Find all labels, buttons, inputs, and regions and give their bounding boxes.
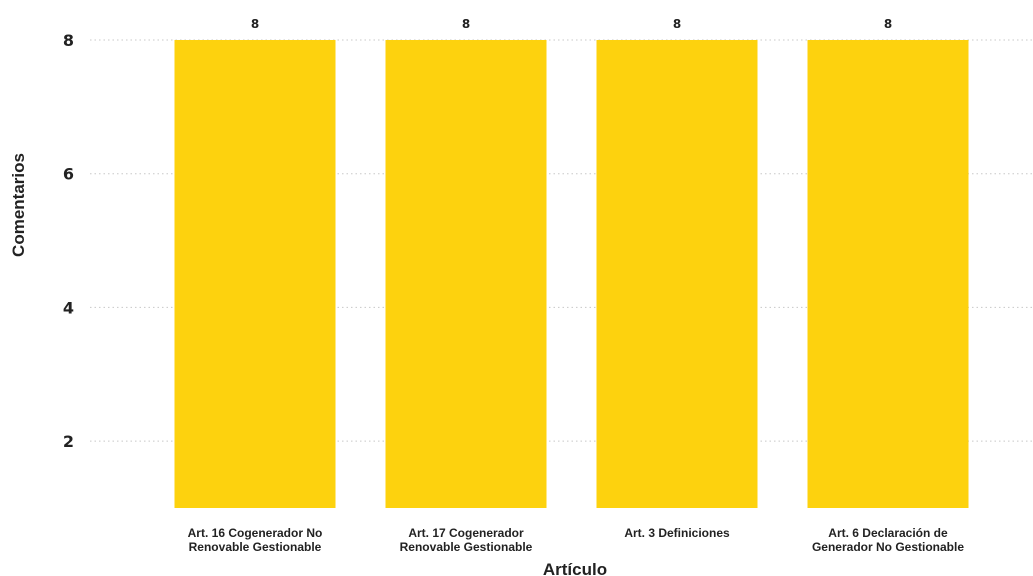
y-axis-title: Comentarios bbox=[9, 153, 28, 257]
y-tick-label: 8 bbox=[63, 31, 74, 50]
x-tick-label: Art. 3 Definiciones bbox=[624, 526, 730, 540]
x-tick-label: Renovable Gestionable bbox=[189, 540, 322, 554]
bar bbox=[807, 40, 969, 508]
bar bbox=[174, 40, 336, 508]
data-labels: 8 8 8 8 bbox=[251, 17, 892, 31]
y-tick-label: 4 bbox=[63, 298, 74, 317]
data-label: 8 bbox=[251, 17, 259, 31]
y-tick-label: 2 bbox=[63, 432, 74, 451]
x-tick-label: Renovable Gestionable bbox=[400, 540, 533, 554]
x-tick-label: Art. 17 Cogenerador bbox=[408, 526, 524, 540]
x-axis-title: Artículo bbox=[543, 560, 607, 576]
data-label: 8 bbox=[884, 17, 892, 31]
bar bbox=[385, 40, 547, 508]
y-tick-label: 6 bbox=[63, 165, 74, 184]
x-tick-label: Generador No Gestionable bbox=[812, 540, 964, 554]
y-axis-ticks: 2 4 6 8 bbox=[63, 31, 74, 451]
x-tick-label: Art. 16 Cogenerador No bbox=[188, 526, 323, 540]
bar bbox=[596, 40, 758, 508]
x-tick-label: Art. 6 Declaración de bbox=[828, 526, 948, 540]
data-label: 8 bbox=[462, 17, 470, 31]
bars bbox=[174, 40, 969, 508]
data-label: 8 bbox=[673, 17, 681, 31]
